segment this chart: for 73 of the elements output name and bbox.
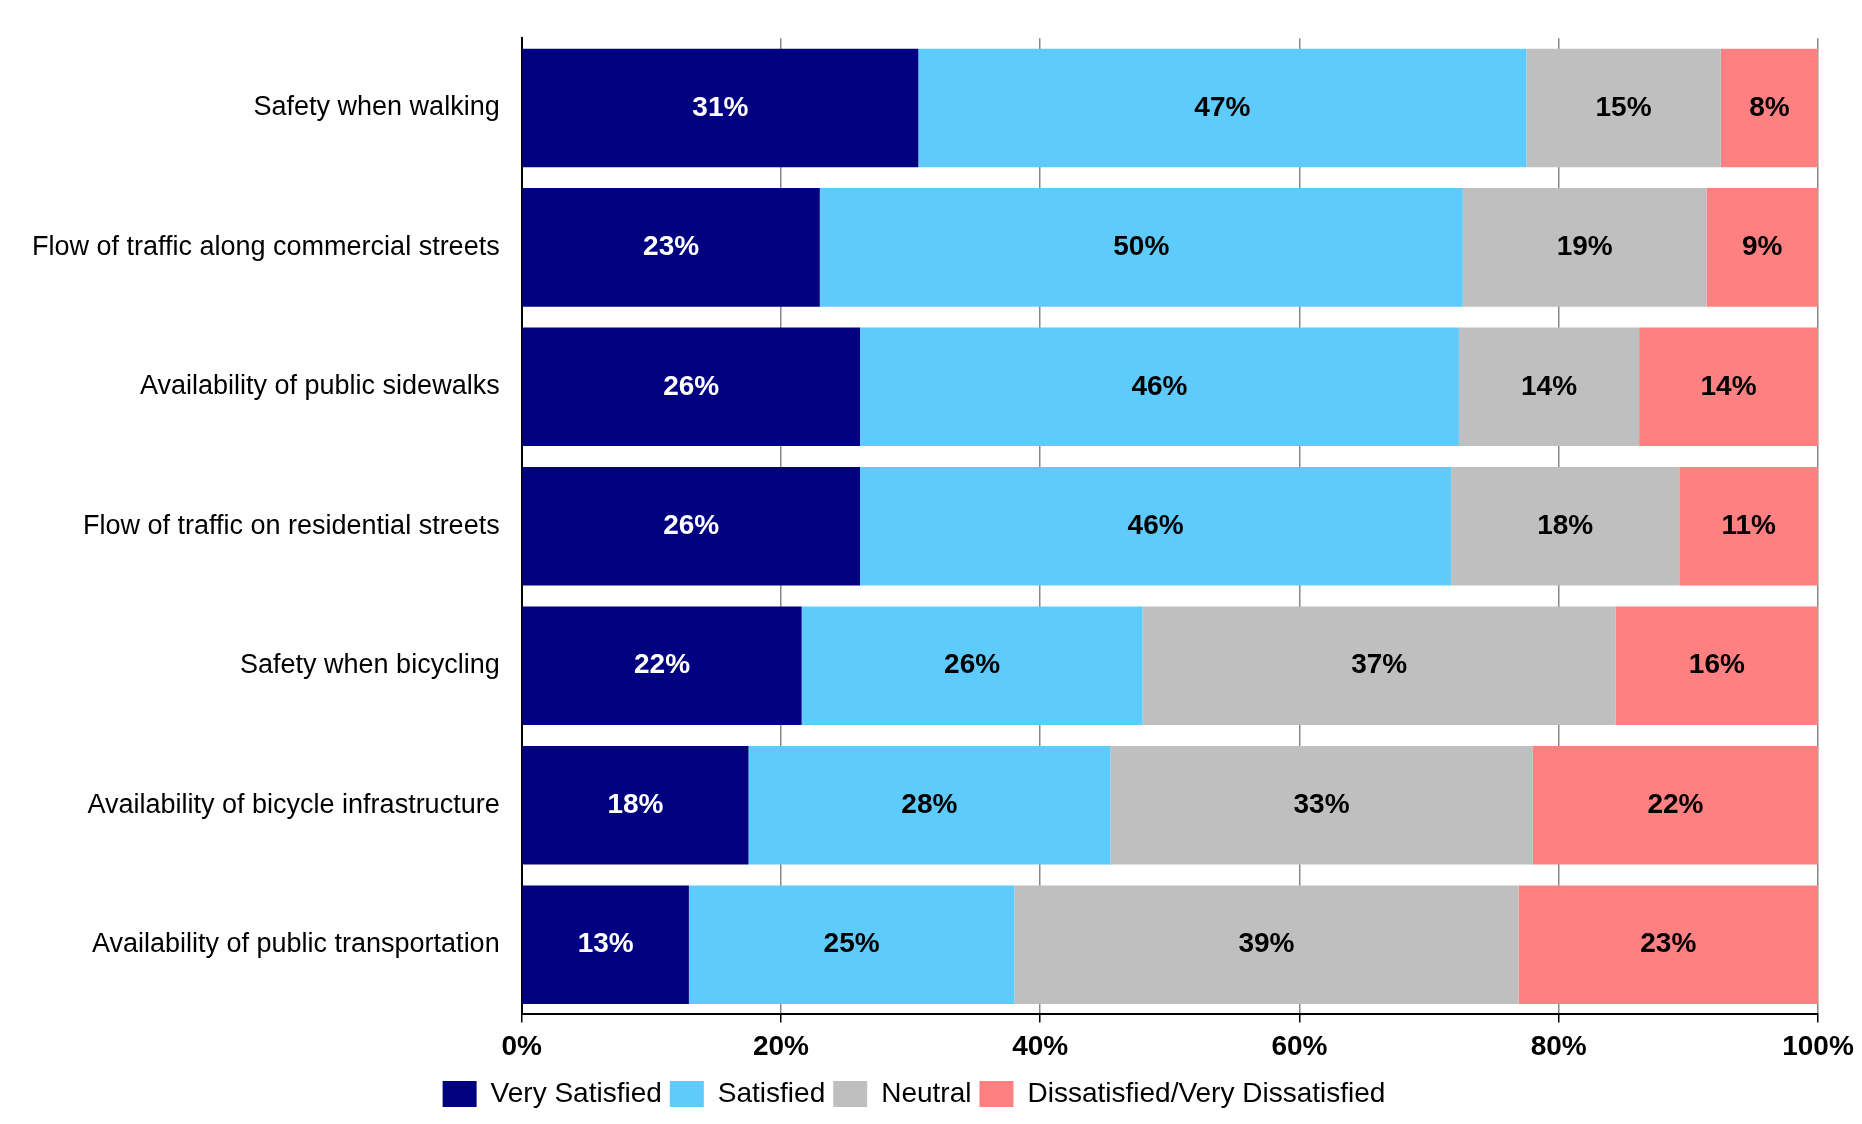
bar [1518,885,1818,1004]
data-label: 33% [1293,787,1350,819]
data-label: 14% [1520,369,1578,401]
data-label: 37% [1351,648,1408,680]
data-label: 8% [1749,90,1790,122]
bar [748,745,1111,865]
data-label: 31% [692,90,749,122]
legend-label: Very Satisfied [490,1076,662,1108]
data-label: 22% [1647,787,1704,819]
y-tick-label: Safety when bicycling [240,649,500,680]
bar [1462,188,1707,307]
data-label: 14% [1700,369,1757,401]
bar [522,467,861,586]
data-label: 25% [823,927,880,959]
legend-label: Satisfied [717,1076,826,1108]
x-tick-label: 100% [1782,1029,1854,1061]
bar [918,48,1527,168]
data-label: 23% [1640,927,1697,959]
data-label: 19% [1556,230,1613,262]
data-label: 28% [901,787,958,819]
x-tick-label: 0% [501,1029,542,1061]
data-label: 16% [1688,648,1746,680]
bar [1014,885,1519,1004]
bar [1110,745,1533,865]
legend-label: Neutral [881,1076,972,1108]
bar [1526,48,1721,168]
data-label: 11% [1721,509,1776,541]
data-label: 39% [1238,927,1295,959]
y-tick-label: Availability of public transportation [91,928,500,959]
data-label: 13% [577,927,634,959]
bar [522,188,820,307]
bar [1532,745,1818,865]
data-label: 23% [643,230,700,262]
bar [1451,467,1680,586]
data-label: 22% [634,648,691,680]
data-label: 9% [1742,230,1783,262]
bar [1720,48,1818,168]
bar [1458,327,1640,447]
x-tick-label: 60% [1271,1029,1328,1061]
bar [1142,606,1616,726]
bar [860,327,1459,447]
y-tick-label: Safety when walking [253,91,500,122]
data-label: 18% [607,787,664,819]
data-label: 26% [663,369,720,401]
data-label: 50% [1113,230,1170,262]
bar [522,48,919,168]
bar [801,606,1143,726]
data-label: 26% [944,648,1001,680]
bar [522,745,749,865]
bar [819,188,1463,307]
legend-label: Dissatisfied/Very Dissatisfied [1027,1076,1386,1108]
bar [522,327,861,447]
bar [1639,327,1818,447]
bar [1615,606,1818,726]
bar [522,885,689,1004]
data-label: 46% [1127,509,1184,541]
x-tick-label: 40% [1012,1029,1069,1061]
data-label: 18% [1537,509,1594,541]
bar [860,467,1452,586]
data-label: 46% [1131,369,1188,401]
bar [522,606,802,726]
bar [1706,188,1818,307]
y-tick-label: Flow of traffic along commercial streets [31,230,500,261]
x-tick-label: 80% [1530,1029,1587,1061]
x-tick-label: 20% [752,1029,810,1061]
y-tick-label: Availability of public sidewalks [139,370,500,401]
y-tick-label: Flow of traffic on residential streets [82,509,500,540]
data-label: 15% [1595,90,1652,122]
data-label: 47% [1194,90,1251,122]
y-tick-label: Availability of bicycle infrastructure [87,788,500,819]
bar [688,885,1015,1004]
bar [1679,467,1818,586]
data-label: 26% [663,509,720,541]
